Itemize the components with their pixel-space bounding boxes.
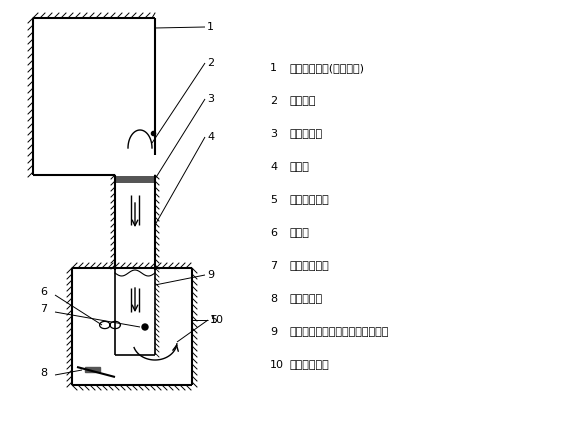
Text: 9: 9 [270,327,277,337]
Text: 10: 10 [270,360,284,370]
Text: 冷温風の流れ: 冷温風の流れ [290,360,330,370]
Text: 1: 1 [207,22,214,32]
Text: 2: 2 [207,58,214,68]
Text: 5: 5 [270,195,277,205]
Text: 送風扇および温度センサー内蔵部: 送風扇および温度センサー内蔵部 [290,327,390,337]
Text: 5: 5 [210,315,217,325]
Text: 2: 2 [270,96,277,106]
Text: 7: 7 [270,261,277,271]
Text: エアコン本体(壁掛け部): エアコン本体(壁掛け部) [290,63,365,73]
Text: 4: 4 [207,132,214,142]
Text: 1: 1 [270,63,277,73]
Text: 温度センサー: 温度センサー [290,261,330,271]
Bar [115,176,155,182]
Text: 10: 10 [210,315,224,325]
Text: 3: 3 [270,129,277,139]
Text: 床置き送風機: 床置き送風機 [290,195,330,205]
Text: 風量制御板: 風量制御板 [290,129,323,139]
Bar [85,367,100,372]
Text: 8: 8 [40,368,47,378]
Text: 4: 4 [270,162,277,172]
Text: 3: 3 [207,94,214,104]
Text: 6: 6 [40,287,47,297]
Text: 送風管: 送風管 [290,162,310,172]
Text: 6: 6 [270,228,277,238]
Text: 7: 7 [40,304,47,314]
Text: 9: 9 [207,270,214,280]
Text: 送風扇: 送風扇 [290,228,310,238]
Circle shape [142,324,148,330]
Text: 8: 8 [270,294,277,304]
Text: ルーバー: ルーバー [290,96,316,106]
Text: 風向制御板: 風向制御板 [290,294,323,304]
